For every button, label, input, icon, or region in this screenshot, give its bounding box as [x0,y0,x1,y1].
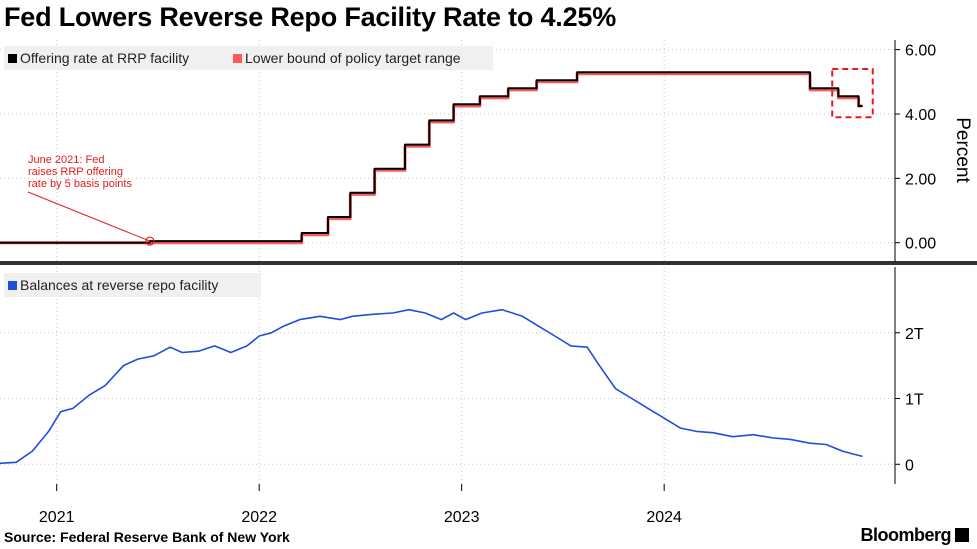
x-tick-label: 2022 [241,509,277,526]
source-note: Source: Federal Reserve Bank of New York [4,529,290,545]
legend-swatch [8,281,17,290]
y-tick-label: 2.00 [905,171,936,188]
y-tick-label: 4.00 [905,107,936,124]
y-tick-label: 0 [905,457,914,474]
annotation-marker [145,236,155,246]
x-tick-label: 2024 [646,509,682,526]
y-axis-label: Percent [952,117,973,183]
x-tick-label: 2021 [39,509,75,526]
legend-box [4,46,493,70]
legend-box [4,273,261,297]
legend-label: Balances at reverse repo facility [20,277,218,293]
legend-swatch [8,54,17,63]
annotation-text: raises RRP offering [28,166,123,178]
series-line [0,308,863,465]
brand-mark-icon [955,528,969,542]
annotation-text: June 2021: Fed [28,154,104,166]
x-tick-label: 2023 [444,509,480,526]
series-line [0,72,863,245]
series-line [0,71,863,244]
annotation-text: rate by 5 basis points [28,178,132,190]
y-tick-label: 6.00 [905,43,936,60]
legend-label: Lower bound of policy target range [245,50,461,66]
panel-separator [0,261,977,265]
highlight-box [831,67,874,119]
legend-label: Offering rate at RRP facility [20,50,189,66]
annotation-leader [27,191,151,242]
y-tick-label: 2T [905,326,924,343]
y-tick-label: 1T [905,392,924,409]
brand-logo: Bloomberg [860,525,969,546]
chart-title: Fed Lowers Reverse Repo Facility Rate to… [4,2,617,32]
y-tick-label: 0.00 [905,236,936,253]
legend-swatch [233,54,242,63]
